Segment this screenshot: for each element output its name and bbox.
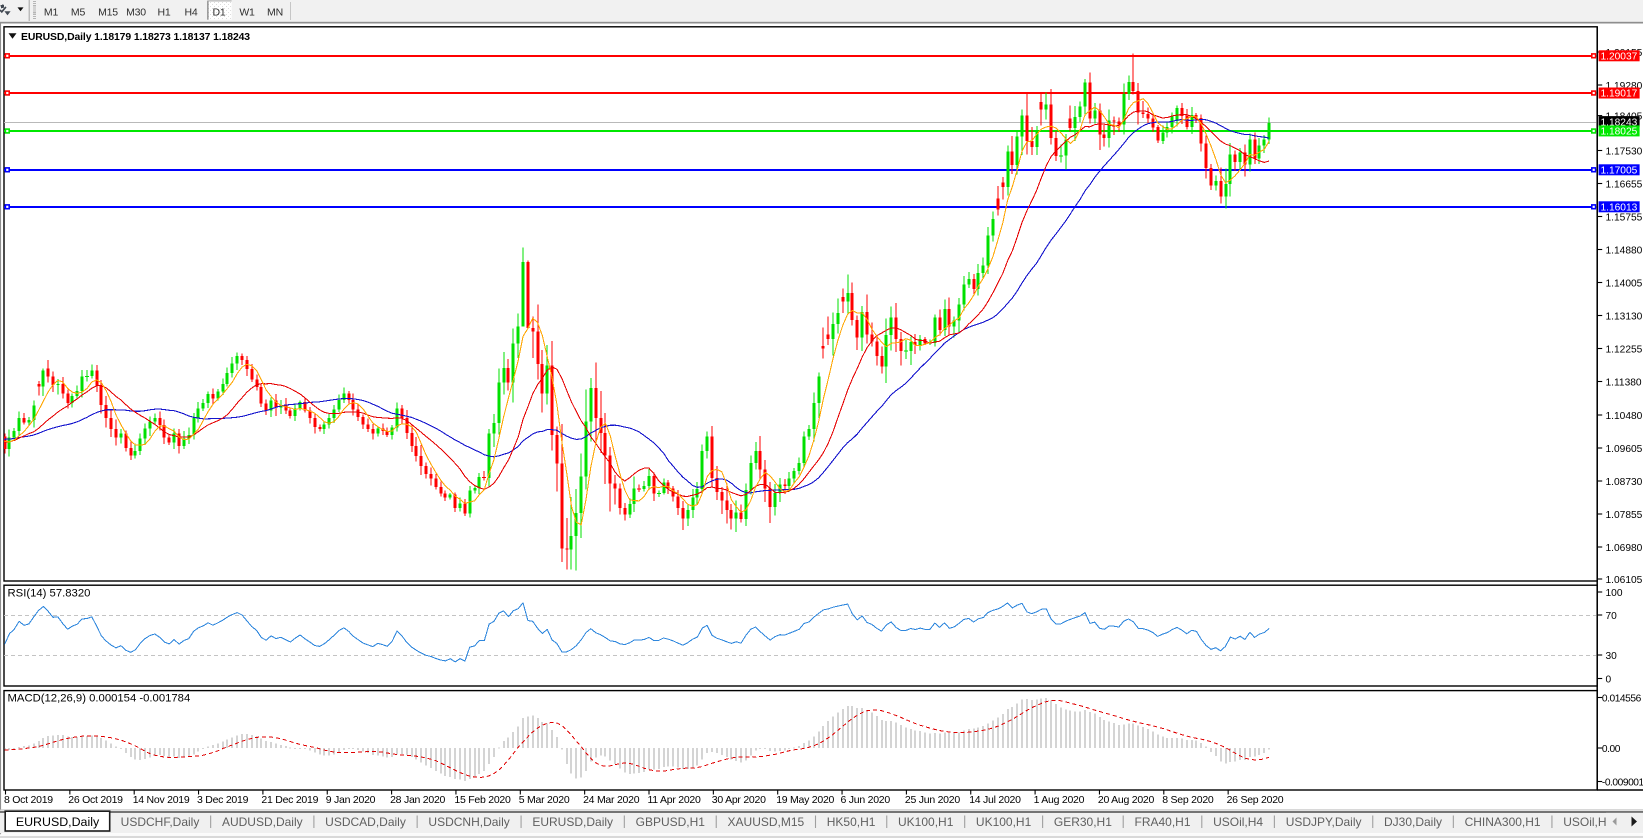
svg-text:1.19017: 1.19017 [1600, 89, 1637, 100]
svg-text:1.10480: 1.10480 [1606, 411, 1643, 422]
svg-text:70: 70 [1606, 611, 1618, 622]
svg-text:1.16013: 1.16013 [1600, 203, 1637, 214]
svg-text:9 Jan 2020: 9 Jan 2020 [326, 794, 376, 806]
svg-text:11 Apr 2020: 11 Apr 2020 [648, 794, 702, 806]
svg-text:EURUSD,Daily: EURUSD,Daily [532, 815, 613, 829]
svg-text:1 Aug 2020: 1 Aug 2020 [1034, 794, 1085, 806]
svg-text:D1: D1 [212, 6, 225, 18]
svg-text:1.15755: 1.15755 [1606, 212, 1643, 223]
svg-text:14 Jul 2020: 14 Jul 2020 [969, 794, 1021, 806]
svg-text:XAUUSD,M15: XAUUSD,M15 [728, 815, 805, 829]
svg-text:1.20037: 1.20037 [1600, 52, 1637, 63]
svg-text:3 Dec 2019: 3 Dec 2019 [197, 794, 249, 806]
svg-text:1.13130: 1.13130 [1606, 311, 1643, 322]
svg-text:1.18243: 1.18243 [1600, 117, 1637, 128]
svg-text:8 Oct 2019: 8 Oct 2019 [4, 794, 53, 806]
svg-text:0: 0 [1606, 674, 1612, 685]
svg-text:RSI(14) 57.8320: RSI(14) 57.8320 [8, 588, 91, 600]
svg-text:GER30,H1: GER30,H1 [1054, 815, 1112, 829]
svg-text:AUDUSD,Daily: AUDUSD,Daily [222, 815, 303, 829]
svg-text:30: 30 [1606, 651, 1618, 662]
svg-text:1.08730: 1.08730 [1606, 477, 1643, 488]
svg-text:5 Mar 2020: 5 Mar 2020 [519, 794, 570, 806]
svg-text:1.09605: 1.09605 [1606, 444, 1643, 455]
svg-text:1.06105: 1.06105 [1606, 575, 1643, 586]
svg-text:1.06980: 1.06980 [1606, 543, 1643, 554]
svg-text:6 Jun 2020: 6 Jun 2020 [841, 794, 891, 806]
svg-text:21 Dec 2019: 21 Dec 2019 [261, 794, 318, 806]
svg-text:UK100,H1: UK100,H1 [976, 815, 1032, 829]
svg-text:HK50,H1: HK50,H1 [827, 815, 876, 829]
svg-text:EURUSD,Daily: EURUSD,Daily [16, 815, 100, 829]
svg-text:USDCAD,Daily: USDCAD,Daily [325, 815, 406, 829]
svg-text:1.14005: 1.14005 [1606, 278, 1643, 289]
svg-text:0.014556: 0.014556 [1602, 693, 1642, 704]
svg-text:USDCHF,Daily: USDCHF,Daily [121, 815, 200, 829]
svg-text:28 Jan 2020: 28 Jan 2020 [390, 794, 445, 806]
svg-text:H4: H4 [184, 6, 197, 18]
svg-text:25 Jun 2020: 25 Jun 2020 [905, 794, 960, 806]
svg-text:8 Sep 2020: 8 Sep 2020 [1162, 794, 1214, 806]
svg-text:MN: MN [267, 6, 283, 18]
svg-text:0.00: 0.00 [1602, 744, 1621, 755]
svg-text:1.07855: 1.07855 [1606, 510, 1643, 521]
svg-text:26 Oct 2019: 26 Oct 2019 [68, 794, 123, 806]
svg-text:UK100,H1: UK100,H1 [898, 815, 954, 829]
svg-text:GBPUSD,H1: GBPUSD,H1 [636, 815, 706, 829]
svg-text:1.16655: 1.16655 [1606, 179, 1643, 190]
svg-text:24 Mar 2020: 24 Mar 2020 [583, 794, 640, 806]
svg-text:FRA40,H1: FRA40,H1 [1134, 815, 1190, 829]
svg-text:EURUSD,Daily 1.18179 1.18273: EURUSD,Daily 1.18179 1.18273 1.18137 1.1… [21, 32, 250, 43]
svg-text:H1: H1 [157, 6, 170, 18]
svg-text:1.11380: 1.11380 [1606, 377, 1642, 388]
svg-text:30 Apr 2020: 30 Apr 2020 [712, 794, 766, 806]
svg-text:USDCNH,Daily: USDCNH,Daily [428, 815, 509, 829]
svg-text:1.17530: 1.17530 [1606, 146, 1643, 157]
svg-text:1.14880: 1.14880 [1606, 245, 1643, 256]
svg-text:M15: M15 [98, 6, 118, 18]
svg-text:DJ30,Daily: DJ30,Daily [1384, 815, 1442, 829]
svg-text:19 May 2020: 19 May 2020 [776, 794, 834, 806]
svg-text:CHINA300,H1: CHINA300,H1 [1465, 815, 1541, 829]
svg-text:USDJPY,Daily: USDJPY,Daily [1286, 815, 1362, 829]
svg-text:USOil,H4: USOil,H4 [1213, 815, 1263, 829]
svg-text:M1: M1 [44, 6, 59, 18]
svg-text:M5: M5 [71, 6, 86, 18]
svg-text:USOil,H4: USOil,H4 [1563, 815, 1613, 829]
svg-text:1.19280: 1.19280 [1606, 81, 1643, 92]
svg-text:-0.009001: -0.009001 [1602, 777, 1643, 788]
svg-text:20 Aug 2020: 20 Aug 2020 [1098, 794, 1155, 806]
svg-text:26 Sep 2020: 26 Sep 2020 [1227, 794, 1284, 806]
svg-text:1.18025: 1.18025 [1600, 127, 1637, 138]
svg-text:14 Nov 2019: 14 Nov 2019 [133, 794, 190, 806]
svg-text:W1: W1 [239, 6, 255, 18]
svg-text:1.12255: 1.12255 [1606, 344, 1643, 355]
svg-text:M30: M30 [126, 6, 146, 18]
svg-text:15 Feb 2020: 15 Feb 2020 [454, 794, 511, 806]
svg-text:1.17005: 1.17005 [1600, 166, 1637, 177]
svg-text:100: 100 [1606, 588, 1623, 599]
svg-text:MACD(12,26,9) 0.000154 -0.0017: MACD(12,26,9) 0.000154 -0.001784 [8, 693, 191, 705]
